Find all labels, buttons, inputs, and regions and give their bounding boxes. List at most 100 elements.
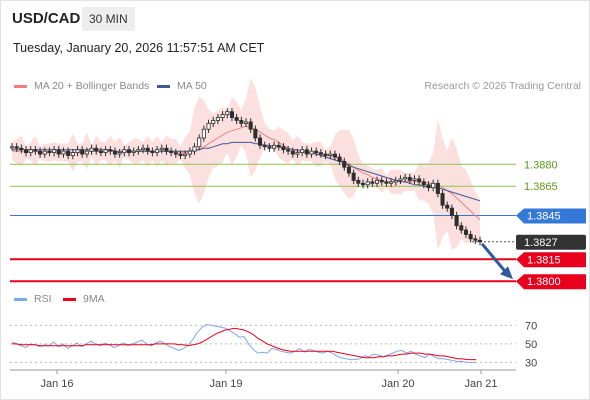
candle-body — [61, 150, 66, 155]
candle-body — [9, 146, 15, 149]
candle-body — [295, 152, 300, 155]
candle-body — [346, 166, 351, 174]
candle-body — [169, 150, 174, 154]
candle-body — [360, 182, 366, 186]
candle-body — [253, 128, 258, 139]
candle-body — [103, 149, 108, 154]
candle-body — [24, 149, 29, 154]
pivot-tag — [516, 208, 586, 224]
candle-body — [417, 178, 422, 183]
resistance-label: 1.3865 — [524, 181, 558, 193]
x-tick-label: Jan 16 — [40, 378, 73, 390]
rsi-swatch — [14, 297, 27, 301]
candle-body — [131, 150, 136, 154]
legend-ma9: 9MA — [63, 293, 105, 305]
candle-body — [342, 160, 347, 168]
legend-ma9-label: 9MA — [83, 293, 105, 305]
timeframe-button[interactable]: 30 MIN — [82, 7, 135, 31]
candle-body — [14, 146, 19, 149]
legend-ma50-label: MA 50 — [177, 80, 207, 92]
candle-body — [440, 193, 445, 206]
candle-body — [84, 150, 89, 155]
credit-label: Research © 2026 Trading Central — [424, 80, 581, 92]
rsi-tick-label: 70 — [525, 320, 537, 332]
candle-body — [435, 182, 440, 194]
rsi-tick-label: 50 — [525, 339, 537, 351]
legend-rsi: RSI — [14, 293, 52, 305]
candle-body — [220, 114, 225, 118]
candle-body — [314, 150, 319, 154]
candle-body — [56, 149, 61, 155]
candle-body — [150, 150, 155, 154]
candle-body — [473, 238, 478, 241]
x-tick-label: Jan 21 — [464, 378, 497, 390]
candle-body — [477, 239, 483, 243]
candle-body — [126, 149, 132, 154]
candle-body — [389, 181, 394, 184]
support-label: 1.3815 — [527, 254, 561, 266]
support-label: 1.3800 — [527, 276, 561, 288]
candle-body — [323, 153, 328, 156]
ma20-swatch — [14, 84, 27, 88]
candle-body — [300, 149, 305, 154]
forecast-arrow-head — [500, 266, 513, 280]
rsi-line — [11, 323, 476, 363]
support-tag — [516, 252, 586, 268]
candle-body — [234, 117, 239, 121]
candle-body — [421, 181, 426, 186]
candle-body — [42, 150, 47, 155]
candle-body — [243, 121, 249, 124]
candle-body — [94, 147, 99, 152]
candle-body — [66, 150, 71, 156]
candle-body — [28, 149, 33, 154]
candle-body — [248, 121, 253, 130]
candle-body — [178, 153, 183, 156]
symbol-title: USD/CAD — [12, 10, 81, 27]
candle-body — [375, 179, 380, 184]
candle-body — [449, 207, 454, 216]
candle-body — [328, 153, 333, 156]
candle-body — [262, 144, 267, 148]
candle-body — [318, 152, 323, 155]
candle-body — [145, 147, 150, 152]
candle-body — [272, 144, 277, 149]
candle-body — [192, 146, 197, 152]
candle-body — [454, 215, 459, 227]
candle-body — [445, 204, 450, 209]
candle-body — [70, 152, 75, 156]
candle-body — [89, 147, 94, 152]
candle-body — [112, 150, 117, 155]
candle-body — [258, 137, 263, 146]
candle-body — [19, 147, 24, 151]
candle-body — [38, 150, 43, 155]
candle-body — [75, 149, 80, 154]
candle-body — [370, 181, 375, 184]
legend-ma50: MA 50 — [157, 80, 207, 92]
candle-body — [141, 147, 146, 151]
candle-body — [201, 128, 206, 139]
candle-body — [155, 149, 160, 154]
candle-body — [426, 184, 431, 189]
candle-body — [463, 229, 468, 235]
candle-body — [136, 149, 141, 152]
candle-body — [281, 146, 286, 151]
legend-ma20: MA 20 + Bollinger Bands — [14, 80, 149, 92]
candle-body — [229, 111, 234, 118]
support-tag — [516, 274, 586, 290]
current-price-label: 1.3827 — [524, 237, 558, 249]
candle-body — [211, 120, 216, 124]
candle-body — [183, 153, 188, 156]
candle-body — [215, 117, 220, 121]
candle-body — [108, 149, 113, 152]
candle-body — [459, 225, 464, 231]
candle-body — [468, 234, 473, 240]
candle-body — [239, 120, 244, 124]
candle-body — [290, 150, 295, 155]
candle-body — [379, 179, 384, 183]
candle-body — [286, 149, 291, 152]
candle-body — [304, 149, 309, 155]
rsi-tick-label: 30 — [525, 357, 537, 369]
candle-body — [276, 144, 281, 148]
candle-body — [164, 147, 169, 152]
